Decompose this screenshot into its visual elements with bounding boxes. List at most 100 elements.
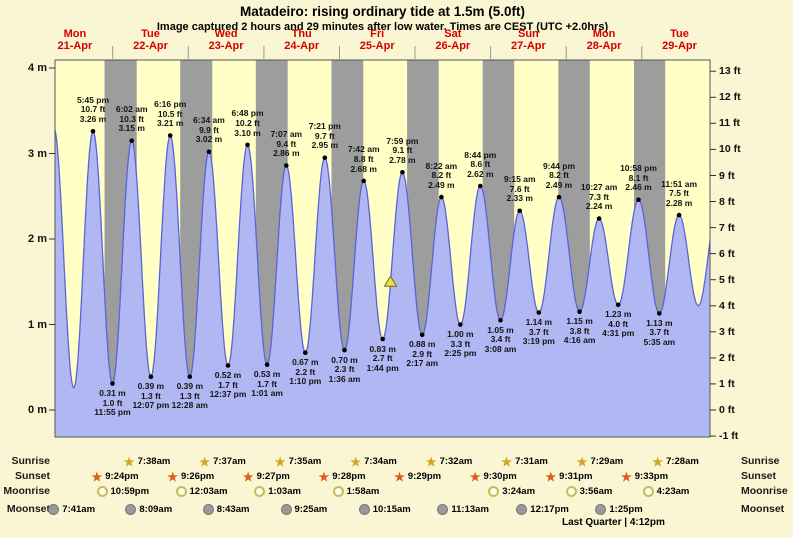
sunrise-item: ★ 7:37am (199, 455, 246, 468)
annotation-line: 8:44 pm (464, 149, 497, 160)
day-date: 29-Apr (662, 40, 697, 52)
sunset-star-icon: ★ (621, 469, 632, 484)
tide-extreme-dot (264, 362, 270, 368)
annotation-line: 1.14 m (525, 317, 553, 327)
high-tide-annotation: 9:44 pm 8.2 ft 2.49 m (531, 161, 587, 191)
tide-extreme-dot (361, 178, 367, 184)
annotation-line: 3.7 ft (528, 326, 549, 337)
tide-extreme-dot (577, 309, 582, 315)
annotation-line: 11:55 pm (94, 407, 131, 418)
moonset-item: 11:13am (437, 503, 489, 516)
low-tide-annotation: 0.53 m 1.7 ft 1:01 am (239, 370, 295, 399)
high-tide-annotation: 6:16 pm 10.5 ft 3.21 m (142, 99, 198, 129)
moonset-row-label-left: Moonset (6, 503, 50, 515)
sunset-item: ★ 9:28pm (319, 470, 366, 483)
y-axis-right-label: 10 ft (719, 143, 741, 156)
high-tide-annotation: 7:59 pm 9.1 ft 2.78 m (374, 136, 430, 166)
high-tide-annotation: 10:58 pm 8.1 ft 2.46 m (611, 164, 667, 193)
annotation-line: 1:44 pm (366, 362, 399, 373)
moonset-circle-icon (125, 504, 137, 515)
y-axis-left-label: 4 m (28, 62, 47, 74)
astro-time-label: 9:28pm (332, 471, 366, 482)
annotation-line: 2.2 ft (295, 366, 316, 377)
sunrise-star-icon: ★ (350, 454, 362, 469)
annotation-line: 10:58 pm (620, 163, 657, 174)
annotation-line: 10.5 ft (157, 108, 183, 119)
annotation-line: 6:34 am (193, 115, 225, 126)
sunrise-item: ★ 7:34am (350, 455, 397, 468)
annotation-line: 1.05 m (487, 324, 514, 335)
high-tide-annotation: 10:27 am 7.3 ft 2.24 m (571, 182, 627, 212)
annotation-line: 1.00 m (447, 329, 474, 339)
astro-time-label: 9:27pm (256, 471, 290, 482)
annotation-line: 1:01 am (251, 388, 283, 399)
annotation-line: 1.0 ft (102, 397, 123, 408)
annotation-line: 1:36 am (328, 373, 361, 384)
annotation-line: 3:08 am (484, 343, 517, 354)
y-axis-right-label: 12 ft (719, 91, 741, 104)
annotation-line: 8:22 am (425, 160, 458, 171)
day-label: Wed 23-Apr (194, 28, 258, 52)
high-tide-annotation: 7:42 am 8.8 ft 2.68 m (336, 145, 392, 174)
sunset-star-icon: ★ (318, 469, 330, 484)
astro-time-label: 1:58am (346, 486, 380, 497)
moonset-item: 7:41am (48, 503, 95, 516)
day-date: 24-Apr (284, 40, 320, 52)
y-axis-left-label: 1 m (28, 318, 47, 331)
tide-extreme-dot (419, 332, 425, 338)
annotation-line: 10.3 ft (119, 113, 144, 124)
tide-chart-plot (49, 46, 716, 438)
day-date: 27-Apr (510, 40, 546, 52)
sunset-item: ★ 9:30pm (470, 470, 517, 483)
day-date: 26-Apr (435, 40, 471, 52)
astro-time-label: 9:31pm (559, 471, 593, 482)
moonrise-item: 10:59pm (96, 485, 149, 498)
annotation-line: 7.6 ft (509, 183, 530, 194)
tide-extreme-dot (676, 212, 682, 218)
annotation-line: 2.49 m (545, 179, 573, 190)
astro-time-label: 7:41am (62, 504, 96, 515)
annotation-line: 2.46 m (625, 182, 652, 193)
annotation-line: 12:37 pm (209, 389, 247, 400)
day-label: Sat 26-Apr (421, 28, 485, 52)
sunrise-star-icon: ★ (501, 454, 513, 469)
day-date: 25-Apr (359, 40, 395, 52)
day-label: Tue 29-Apr (648, 28, 712, 52)
day-of-week: Mon (592, 28, 616, 40)
moonset-circle-icon (202, 504, 214, 515)
annotation-line: 8.2 ft (431, 170, 452, 181)
chart-title: Matadeiro: rising ordinary tide at 1.5m … (239, 4, 526, 19)
annotation-line: 1.7 ft (218, 379, 238, 390)
tide-extreme-dot (225, 363, 231, 368)
annotation-line: 7.3 ft (589, 191, 610, 202)
annotation-line: 3.4 ft (490, 334, 511, 345)
low-tide-annotation: 0.67 m 2.2 ft 1:10 pm (277, 358, 333, 387)
sunset-item: ★ 9:24pm (92, 470, 139, 483)
annotation-line: 7.5 ft (669, 188, 690, 199)
tide-extreme-dot (498, 317, 503, 323)
annotation-line: 2.86 m (273, 148, 300, 159)
low-tide-annotation: 0.88 m 2.9 ft 2:17 am (394, 340, 450, 369)
annotation-line: 1.15 m (566, 316, 593, 327)
moonrise-row-label-left: Moonrise (3, 485, 50, 497)
sunset-star-icon: ★ (545, 469, 557, 484)
annotation-line: 2.3 ft (334, 364, 355, 375)
day-label: Mon 28-Apr (572, 28, 636, 52)
sunrise-star-icon: ★ (123, 454, 135, 469)
current-tide-marker (383, 275, 398, 287)
moonrise-circle-icon (332, 486, 344, 497)
astro-time-label: 10:15am (372, 504, 411, 515)
day-label: Sun 27-Apr (496, 28, 560, 52)
astro-time-label: 7:32am (439, 456, 473, 467)
sunset-item: ★ 9:29pm (394, 470, 441, 483)
annotation-line: 11:51 am (661, 178, 698, 189)
moonrise-item: 3:24am (488, 485, 535, 498)
moonrise-item: 1:58am (332, 485, 380, 498)
astro-time-label: 7:37am (213, 456, 246, 467)
annotation-line: 9.1 ft (392, 145, 413, 156)
tide-extreme-dot (439, 194, 444, 200)
low-tide-annotation: 0.70 m 2.3 ft 1:36 am (317, 355, 373, 385)
day-of-week: Thu (291, 28, 312, 40)
tide-extreme-dot (615, 302, 621, 308)
day-date: 28-Apr (586, 40, 622, 52)
